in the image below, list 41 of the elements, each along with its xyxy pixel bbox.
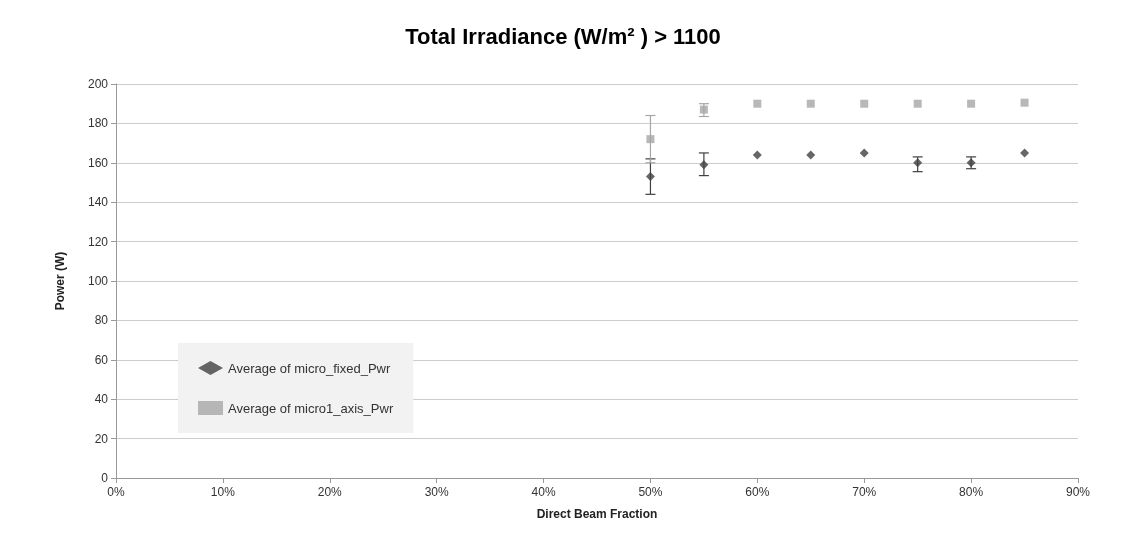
point [967,99,976,108]
legend-label: Average of micro_fixed_Pwr [228,360,392,376]
x-tick-label: 0% [107,485,125,499]
x-tick-label: 80% [959,485,984,499]
point [646,135,655,144]
x-tick-label: 90% [1065,485,1091,499]
point [913,158,923,168]
point [753,99,762,108]
x-tick-label: 60% [745,485,770,499]
point [806,150,816,160]
legend-label: Average of micro1_axis_Pwr [228,400,394,416]
x-tick-label: 20% [317,485,343,499]
y-tick-label: 100 [87,274,109,288]
point [699,160,709,170]
point [1020,98,1029,107]
point [859,148,869,158]
y-tick-label: 120 [87,234,109,249]
y-tick-label: 180 [87,116,109,131]
point [699,105,708,114]
point [860,99,869,108]
point [806,99,815,108]
y-tick-label: 40 [94,392,109,407]
y-tick-label: 0 [101,471,109,485]
y-tick-label: 20 [94,431,109,446]
point [752,150,762,160]
x-tick-label: 10% [210,485,236,499]
point [913,99,922,108]
x-tick-label: 30% [424,485,449,499]
y-tick-label: 160 [87,155,109,170]
chart-title: Total Irradiance (W/m² ) > 1100 [405,23,721,49]
point [1020,148,1030,158]
y-tick-label: 80 [94,313,109,328]
y-tick-label: 200 [87,77,109,91]
point [645,172,655,182]
x-tick-label: 50% [638,485,663,499]
x-axis-title: Direct Beam Fraction [536,507,658,521]
x-tick-label: 70% [852,485,877,499]
y-axis-title: Power (W) [53,251,67,311]
y-tick-label: 60 [94,352,109,367]
y-tick-label: 140 [87,195,109,210]
x-tick-label: 40% [531,485,556,499]
